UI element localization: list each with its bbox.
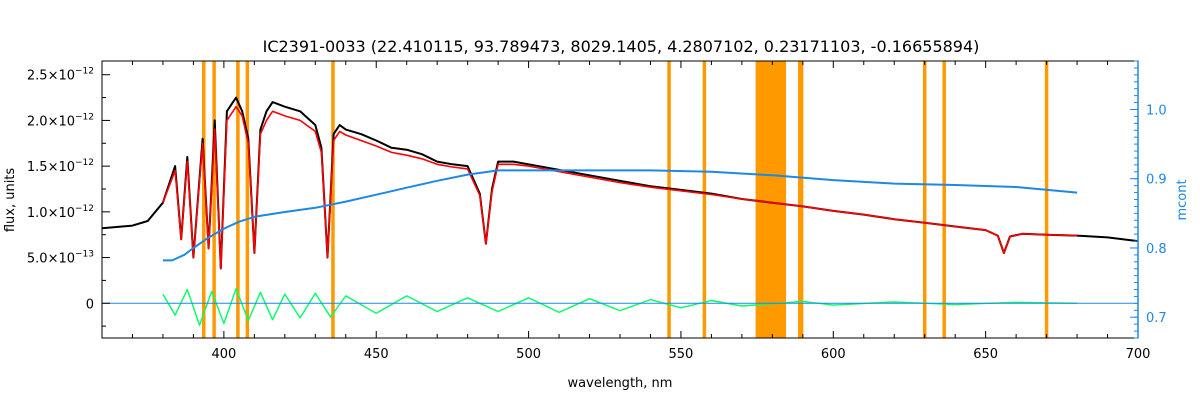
x-axis-label: wavelength, nm: [568, 376, 673, 391]
series-continuum: [162, 169, 1078, 262]
x-tick-label: 450: [364, 347, 389, 362]
y-tick-label: 5.0×10−13: [27, 250, 94, 267]
x-tick-label: 550: [669, 347, 694, 362]
y-axis: 0 5.0×10−13 1.0×10−12 1.5×10−12 2.0×10−12 2.5…: [27, 67, 110, 327]
y-tick-label: 2.0×10−12: [27, 112, 94, 129]
y2-tick-label: 0.8: [1146, 242, 1167, 257]
x-tick-label: 500: [516, 347, 541, 362]
chart-title: IC2391-0033 (22.410115, 93.789473, 8029.…: [263, 37, 980, 56]
x-tick-label: 650: [973, 347, 998, 362]
y2-tick-label: 0.9: [1146, 173, 1167, 188]
x-tick-label: 400: [211, 347, 236, 362]
masked-band: [755, 61, 787, 338]
y2-tick-label: 1.0: [1146, 103, 1167, 118]
masked-regions: [202, 61, 1049, 338]
series-layer: [101, 96, 1139, 326]
y-tick-label: 0: [86, 297, 94, 312]
y2-axis-label: mcont: [1175, 179, 1190, 220]
y-tick-label: 2.5×10−12: [27, 67, 94, 84]
series-residuals: [162, 287, 1078, 326]
y-tick-label: 1.5×10−12: [27, 158, 94, 175]
series-model: [162, 105, 1078, 270]
x-axis: 400 450 500 550 600 650 700: [101, 61, 1151, 362]
y2-axis: 0.7 0.8 0.9 1.0: [1130, 60, 1167, 339]
y-tick-label: 1.0×10−12: [27, 204, 94, 221]
y2-tick-label: 0.7: [1146, 311, 1167, 326]
x-tick-label: 600: [821, 347, 846, 362]
x-tick-label: 700: [1126, 347, 1151, 362]
y-axis-label: flux, units: [3, 168, 18, 233]
